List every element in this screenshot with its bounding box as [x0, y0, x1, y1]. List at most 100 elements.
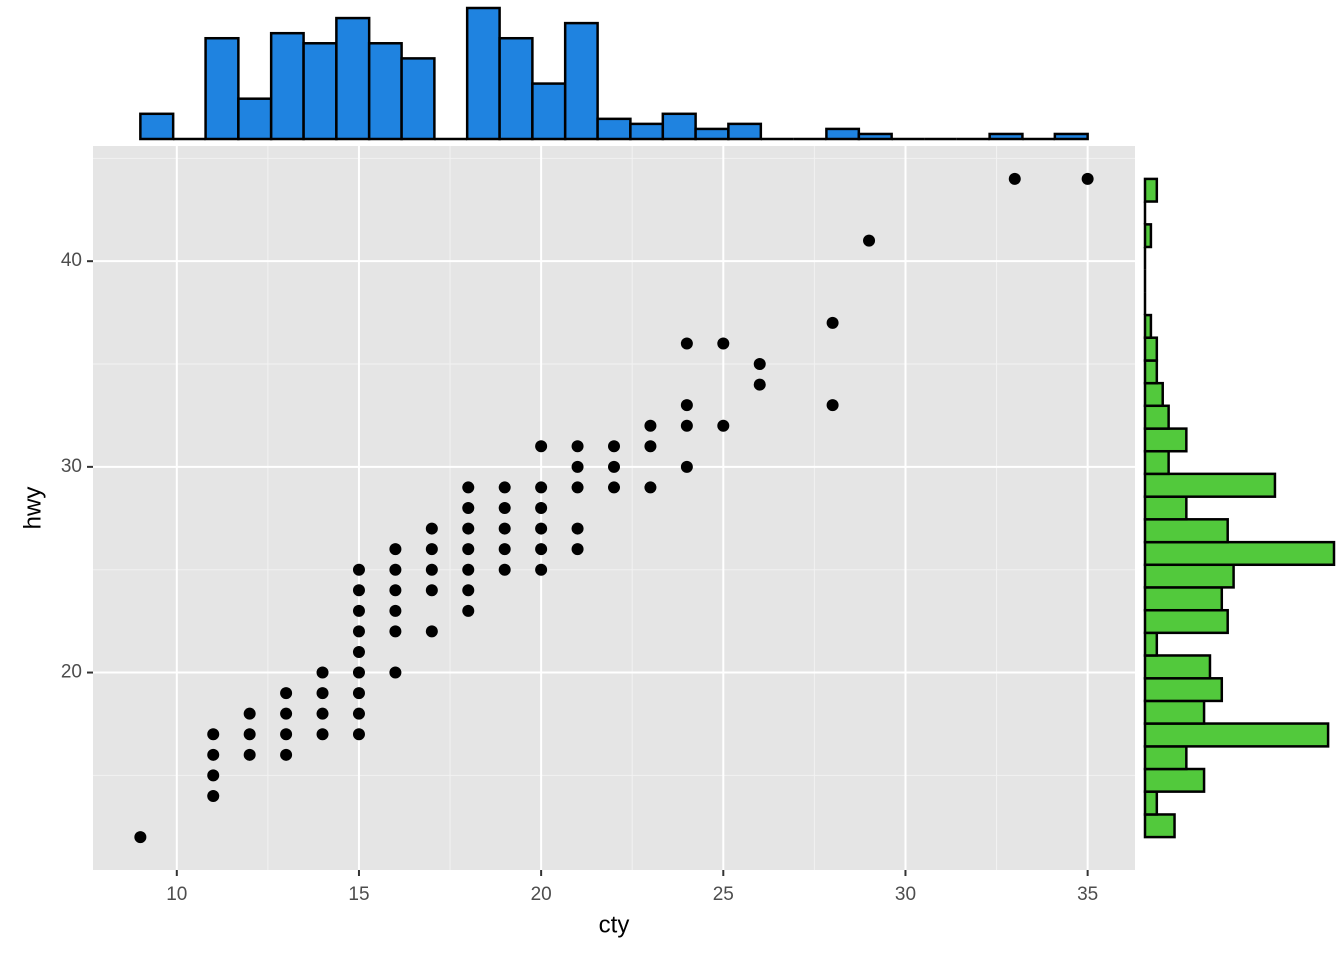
histogram-bar: [269, 31, 305, 141]
point: [608, 440, 620, 453]
point: [644, 440, 657, 453]
point: [571, 481, 584, 494]
point: [535, 522, 548, 535]
histogram-bar: [465, 6, 501, 141]
point: [826, 316, 839, 329]
point: [352, 584, 365, 597]
point: [535, 481, 548, 494]
x-tick-label: 25: [713, 884, 734, 905]
point: [316, 707, 329, 720]
point: [680, 399, 693, 412]
point: [680, 419, 693, 432]
point: [389, 625, 402, 638]
histogram-bar: [1143, 427, 1188, 453]
point: [1081, 172, 1094, 185]
point: [352, 625, 365, 638]
point: [280, 687, 293, 700]
point: [462, 584, 475, 597]
point: [280, 748, 293, 761]
histogram-bar: [1143, 223, 1153, 249]
point: [389, 563, 402, 576]
x-tick-label: 20: [531, 884, 552, 905]
histogram-bar: [1143, 336, 1159, 362]
point: [425, 522, 438, 535]
point: [462, 522, 475, 535]
histogram-bar: [857, 132, 893, 141]
point: [352, 666, 365, 679]
point: [207, 769, 220, 782]
histogram-bar: [1143, 563, 1235, 589]
point: [425, 584, 438, 597]
point: [243, 707, 256, 720]
histogram-bar: [1143, 540, 1336, 567]
histogram-bar: [1143, 313, 1153, 339]
x-tick-label: 10: [166, 884, 187, 905]
point: [352, 563, 365, 576]
point: [644, 419, 657, 432]
y-tick-label: 40: [61, 250, 82, 271]
point: [207, 728, 220, 741]
histogram-bar: [139, 112, 175, 141]
point: [608, 460, 620, 473]
point: [389, 543, 402, 556]
point: [571, 460, 584, 473]
histogram-bar: [1143, 518, 1229, 544]
histogram-bar: [531, 82, 567, 141]
histogram-bar: [1143, 449, 1170, 476]
point: [352, 728, 365, 741]
histogram-bar: [661, 112, 697, 141]
point: [1008, 172, 1021, 185]
histogram-bar: [988, 132, 1024, 141]
point: [644, 481, 657, 494]
point: [280, 728, 293, 741]
histogram-bar: [1143, 472, 1277, 498]
point: [425, 563, 438, 576]
panel: [93, 146, 1135, 870]
histogram-bar: [1143, 608, 1229, 635]
histogram-bar: [1143, 722, 1330, 748]
point: [498, 481, 511, 494]
point: [498, 563, 511, 576]
point: [352, 604, 365, 617]
point: [462, 604, 475, 617]
point: [717, 419, 730, 432]
histogram-bar: [1143, 177, 1159, 203]
histogram-bar: [1143, 359, 1159, 385]
point: [680, 460, 693, 473]
point: [571, 522, 584, 535]
histogram-bar: [1143, 631, 1159, 657]
point: [352, 645, 365, 658]
point: [753, 378, 766, 391]
histogram-bar: [727, 122, 763, 141]
histogram-bar: [1143, 677, 1224, 703]
point: [753, 358, 766, 371]
x-tick-label: 15: [348, 884, 369, 905]
histogram-bar: [1143, 404, 1170, 430]
histogram-bar: [400, 57, 436, 141]
histogram-bar: [1143, 654, 1212, 680]
histogram-bar: [1143, 586, 1224, 612]
point: [535, 543, 548, 556]
point: [243, 748, 256, 761]
histogram-bar: [302, 42, 338, 141]
histogram-bar: [1143, 699, 1206, 725]
point: [207, 748, 220, 761]
histogram-bar: [335, 16, 371, 141]
point: [389, 666, 402, 679]
point: [498, 522, 511, 535]
point: [680, 337, 693, 350]
point: [316, 687, 329, 700]
point: [207, 789, 220, 802]
histogram-bar: [367, 42, 403, 141]
point: [352, 687, 365, 700]
histogram-bar: [563, 21, 599, 141]
histogram-bar: [1143, 790, 1159, 816]
point: [352, 707, 365, 720]
point: [134, 831, 147, 844]
point: [280, 707, 293, 720]
y-tick-label: 20: [61, 662, 82, 683]
point: [826, 399, 839, 412]
point: [425, 543, 438, 556]
point: [571, 440, 584, 453]
